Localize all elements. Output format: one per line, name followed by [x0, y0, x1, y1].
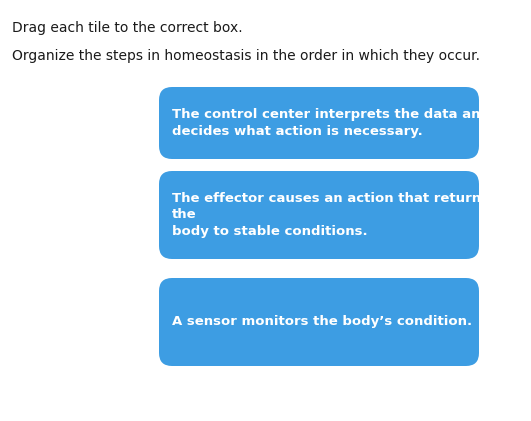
- Text: The control center interprets the data and
decides what action is necessary.: The control center interprets the data a…: [172, 108, 490, 138]
- FancyBboxPatch shape: [159, 278, 479, 366]
- Text: The effector causes an action that returns
the
body to stable conditions.: The effector causes an action that retur…: [172, 192, 489, 238]
- FancyBboxPatch shape: [159, 171, 479, 259]
- Text: Drag each tile to the correct box.: Drag each tile to the correct box.: [12, 21, 243, 35]
- Text: Organize the steps in homeostasis in the order in which they occur.: Organize the steps in homeostasis in the…: [12, 49, 480, 63]
- FancyBboxPatch shape: [159, 87, 479, 159]
- Text: A sensor monitors the body’s condition.: A sensor monitors the body’s condition.: [172, 315, 472, 328]
